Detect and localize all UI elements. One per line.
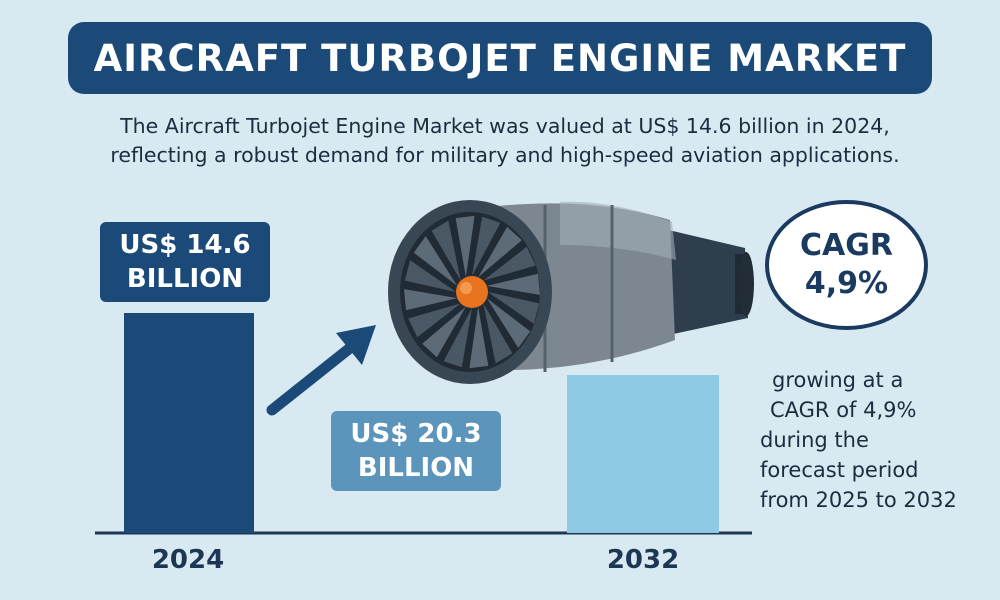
value-label-2032-unit: BILLION xyxy=(357,453,475,483)
title-banner: AIRCRAFT TURBOJET ENGINE MARKET xyxy=(68,22,932,94)
fan-blade xyxy=(455,215,475,278)
value-label-2024: US$ 14.6 BILLION xyxy=(100,222,270,302)
fan-blade xyxy=(408,303,461,338)
x-tick-label-2032: 2032 xyxy=(606,545,680,575)
value-label-2032-amount: US$ 20.3 xyxy=(350,419,482,449)
growth-note-line-4: forecast period xyxy=(760,458,919,482)
fan-blade xyxy=(422,306,466,358)
bar-2032 xyxy=(567,375,719,533)
fan-blade xyxy=(483,246,536,281)
fan-blade xyxy=(431,220,461,281)
fan-blade xyxy=(478,226,522,278)
fan-blade xyxy=(483,303,513,364)
up-right-arrow-icon xyxy=(266,325,376,416)
x-tick-label-2024: 2024 xyxy=(151,545,225,575)
growth-note-line-1: growing at a xyxy=(772,368,904,392)
fan-blade xyxy=(472,216,501,276)
intro-line-2: reflecting a robust demand for military … xyxy=(110,143,900,167)
value-label-2024-amount: US$ 14.6 xyxy=(119,230,251,260)
fan-blade xyxy=(486,273,540,295)
page-title: AIRCRAFT TURBOJET ENGINE MARKET xyxy=(93,36,907,80)
fan-blade xyxy=(486,298,531,348)
growth-note-line-3: during the xyxy=(760,428,869,452)
growth-note-line-5: from 2025 to 2032 xyxy=(760,488,957,512)
intro-line-1: The Aircraft Turbojet Engine Market was … xyxy=(120,114,890,138)
value-label-2032: US$ 20.3 BILLION xyxy=(331,411,501,491)
growth-note-line-2: CAGR of 4,9% xyxy=(770,398,917,422)
cagr-badge: CAGR 4,9% xyxy=(765,200,928,330)
fan-blades xyxy=(404,215,540,369)
fan-blade xyxy=(469,306,489,369)
cagr-label: CAGR xyxy=(800,228,893,263)
fan-blade xyxy=(413,236,458,286)
fan-blade xyxy=(404,289,458,311)
cagr-value: 4,9% xyxy=(804,266,889,301)
bar-2024 xyxy=(124,313,254,533)
turbojet-engine-illustration xyxy=(388,200,754,384)
intro-text: The Aircraft Turbojet Engine Market was … xyxy=(20,112,990,170)
growth-note: growing at a CAGR of 4,9% during the for… xyxy=(760,365,996,515)
fan-blade xyxy=(488,292,540,324)
fan-blade xyxy=(404,260,456,292)
fan-blade xyxy=(443,308,472,368)
value-label-2024-unit: BILLION xyxy=(126,264,244,294)
